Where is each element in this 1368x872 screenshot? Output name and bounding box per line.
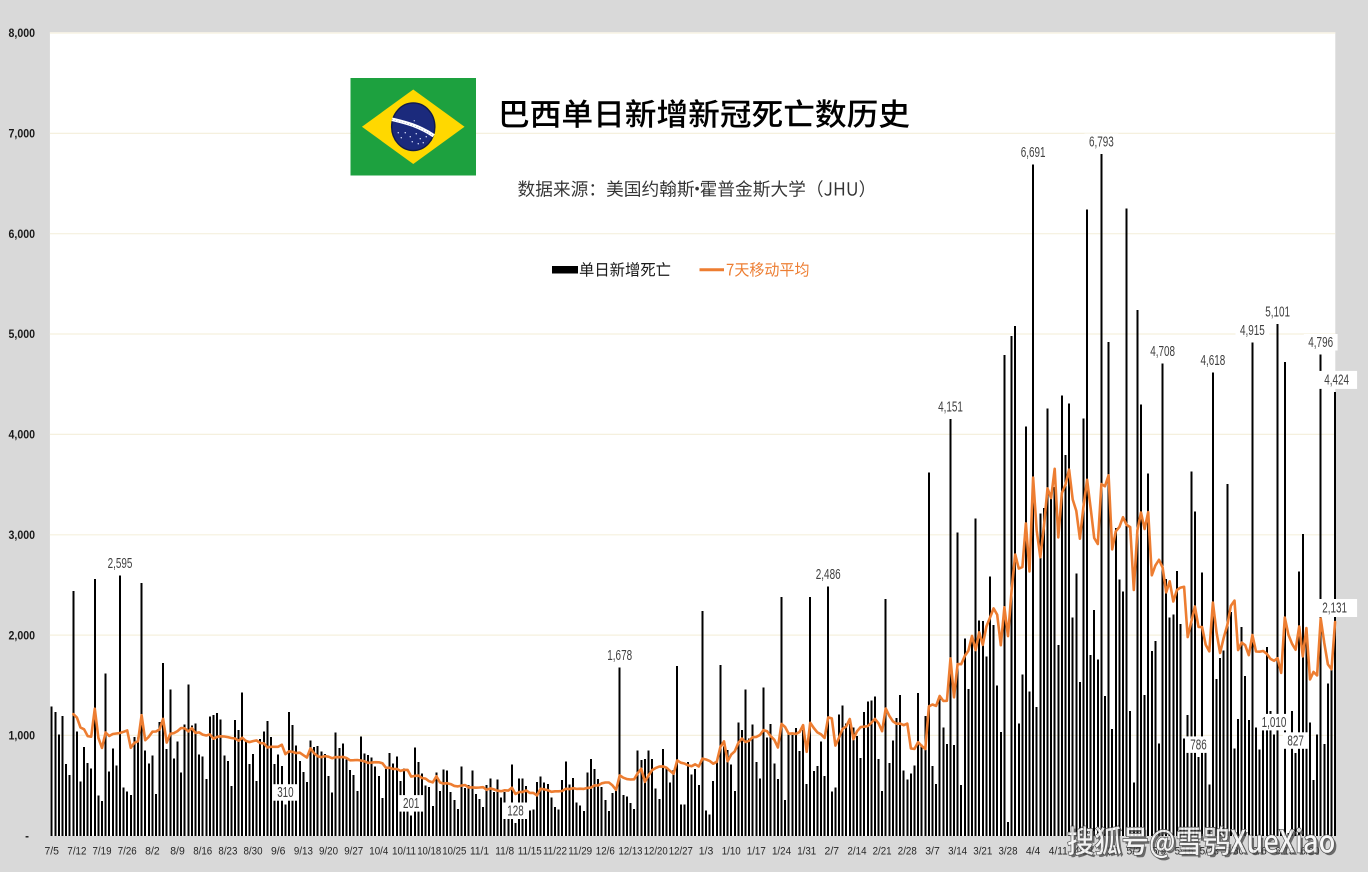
svg-text:201: 201 (403, 796, 419, 812)
svg-text:8/2: 8/2 (145, 846, 160, 858)
svg-text:6,793: 6,793 (1089, 135, 1114, 151)
svg-text:12/20: 12/20 (644, 846, 668, 858)
svg-text:10/11: 10/11 (392, 846, 416, 858)
svg-text:3/14: 3/14 (948, 846, 967, 858)
svg-text:3/7: 3/7 (925, 846, 940, 858)
svg-text:310: 310 (277, 785, 293, 801)
svg-text:10/25: 10/25 (442, 846, 466, 858)
svg-text:1/10: 1/10 (722, 846, 741, 858)
svg-text:786: 786 (1190, 737, 1206, 753)
svg-text:1/31: 1/31 (797, 846, 816, 858)
svg-text:1,000: 1,000 (9, 731, 36, 743)
svg-text:-: - (25, 831, 29, 843)
svg-text:3,000: 3,000 (9, 530, 36, 542)
svg-text:2,595: 2,595 (108, 556, 133, 572)
svg-text:4,915: 4,915 (1240, 323, 1265, 339)
svg-text:8/30: 8/30 (244, 846, 263, 858)
svg-text:7/5: 7/5 (44, 846, 59, 858)
svg-text:1,678: 1,678 (607, 648, 632, 664)
svg-text:12/27: 12/27 (669, 846, 693, 858)
svg-text:4,618: 4,618 (1201, 353, 1226, 369)
svg-text:11/29: 11/29 (568, 846, 592, 858)
svg-text:8,000: 8,000 (9, 28, 36, 40)
svg-text:2,486: 2,486 (816, 567, 841, 583)
svg-text:2/28: 2/28 (898, 846, 917, 858)
svg-text:1/24: 1/24 (772, 846, 791, 858)
svg-text:1,010: 1,010 (1262, 715, 1287, 731)
svg-text:4,424: 4,424 (1324, 372, 1349, 388)
svg-text:4/11: 4/11 (1049, 846, 1068, 858)
svg-text:6,000: 6,000 (9, 229, 36, 241)
svg-text:2,000: 2,000 (9, 630, 36, 642)
svg-text:4,000: 4,000 (9, 430, 36, 442)
svg-text:827: 827 (1287, 733, 1303, 749)
svg-text:9/13: 9/13 (294, 846, 313, 858)
svg-text:10/18: 10/18 (417, 846, 441, 858)
svg-text:7,000: 7,000 (9, 129, 36, 141)
svg-text:11/15: 11/15 (518, 846, 542, 858)
svg-text:9/6: 9/6 (271, 846, 286, 858)
svg-text:5,000: 5,000 (9, 329, 36, 341)
svg-text:8/23: 8/23 (218, 846, 237, 858)
svg-text:11/22: 11/22 (543, 846, 567, 858)
svg-text:7/26: 7/26 (118, 846, 137, 858)
svg-text:3/28: 3/28 (999, 846, 1018, 858)
svg-text:4/4: 4/4 (1026, 846, 1041, 858)
svg-text:4,708: 4,708 (1150, 344, 1175, 360)
svg-text:8/9: 8/9 (170, 846, 185, 858)
svg-text:8/16: 8/16 (193, 846, 212, 858)
svg-text:11/1: 11/1 (470, 846, 489, 858)
svg-text:7/12: 7/12 (67, 846, 86, 858)
svg-text:128: 128 (507, 804, 523, 820)
svg-text:1/3: 1/3 (699, 846, 714, 858)
svg-text:5,101: 5,101 (1265, 304, 1290, 320)
svg-text:3/21: 3/21 (973, 846, 992, 858)
svg-text:11/8: 11/8 (495, 846, 514, 858)
svg-text:7/19: 7/19 (93, 846, 112, 858)
svg-text:12/13: 12/13 (619, 846, 643, 858)
svg-text:12/6: 12/6 (596, 846, 615, 858)
svg-text:4,796: 4,796 (1308, 335, 1333, 351)
svg-text:9/20: 9/20 (319, 846, 338, 858)
svg-text:9/27: 9/27 (344, 846, 363, 858)
svg-text:2/14: 2/14 (848, 846, 867, 858)
svg-text:2/7: 2/7 (825, 846, 840, 858)
svg-text:10/4: 10/4 (369, 846, 388, 858)
svg-text:4,151: 4,151 (938, 400, 963, 416)
svg-text:2,131: 2,131 (1322, 601, 1347, 617)
svg-text:6,691: 6,691 (1021, 145, 1046, 161)
svg-text:2/21: 2/21 (873, 846, 892, 858)
svg-text:1/17: 1/17 (747, 846, 766, 858)
